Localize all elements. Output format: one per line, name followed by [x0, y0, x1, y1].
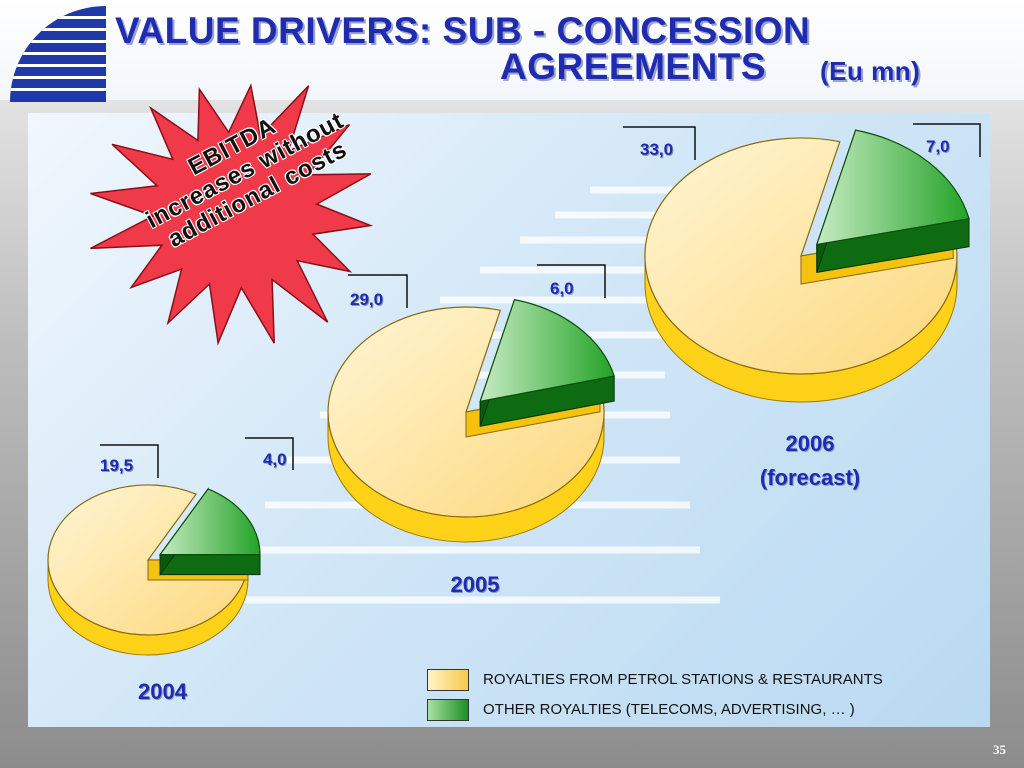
pie-2006 — [623, 123, 981, 403]
slice-other-2004 — [158, 488, 261, 556]
year-label-2004: 2004 — [110, 675, 215, 709]
title-line2: AGREEMENTS — [500, 46, 767, 87]
year-text: 2006 — [785, 431, 835, 456]
pie-2005 — [327, 264, 615, 543]
value-leader-line — [623, 126, 696, 160]
year-label-2005: 2005 — [420, 568, 530, 602]
value-label-2005-other: 6,0 — [550, 279, 574, 298]
legend-label-other: OTHER ROYALTIES (TELECOMS, ADVERTISING, … — [483, 701, 855, 718]
value-label-2004-royalties: 19,5 — [100, 456, 134, 475]
logo-icon — [10, 6, 106, 102]
value-label-2004-other: 4,0 — [263, 450, 287, 469]
value-label-2006-royalties: 33,0 — [640, 140, 674, 159]
year-subtext: (forecast) — [759, 465, 861, 490]
legend-swatch-other — [427, 699, 469, 721]
value-leader-line — [913, 123, 981, 157]
legend-label-royalties: ROYALTIES FROM PETROL STATIONS & RESTAUR… — [483, 671, 883, 688]
value-label-2005-royalties: 29,0 — [350, 290, 384, 309]
year-text: 2004 — [138, 679, 187, 704]
slice-other-2005 — [479, 298, 615, 403]
title-unit: (Eu mn) — [820, 56, 921, 86]
page-number: 35 — [993, 742, 1006, 757]
year-text: 2005 — [450, 572, 500, 597]
title-line1: VALUE DRIVERS: SUB - CONCESSION — [115, 10, 811, 51]
slice-side-other — [159, 554, 261, 576]
value-leader-line — [537, 264, 606, 298]
slice-other-2006 — [815, 129, 970, 246]
value-label-2006-other: 7,0 — [926, 137, 950, 156]
legend-swatch-royalties — [427, 669, 469, 691]
value-leader-line — [100, 444, 159, 478]
value-leader-line — [245, 437, 294, 470]
pie-2004 — [47, 437, 294, 656]
year-label-2006: 2006 (forecast) — [730, 427, 890, 495]
